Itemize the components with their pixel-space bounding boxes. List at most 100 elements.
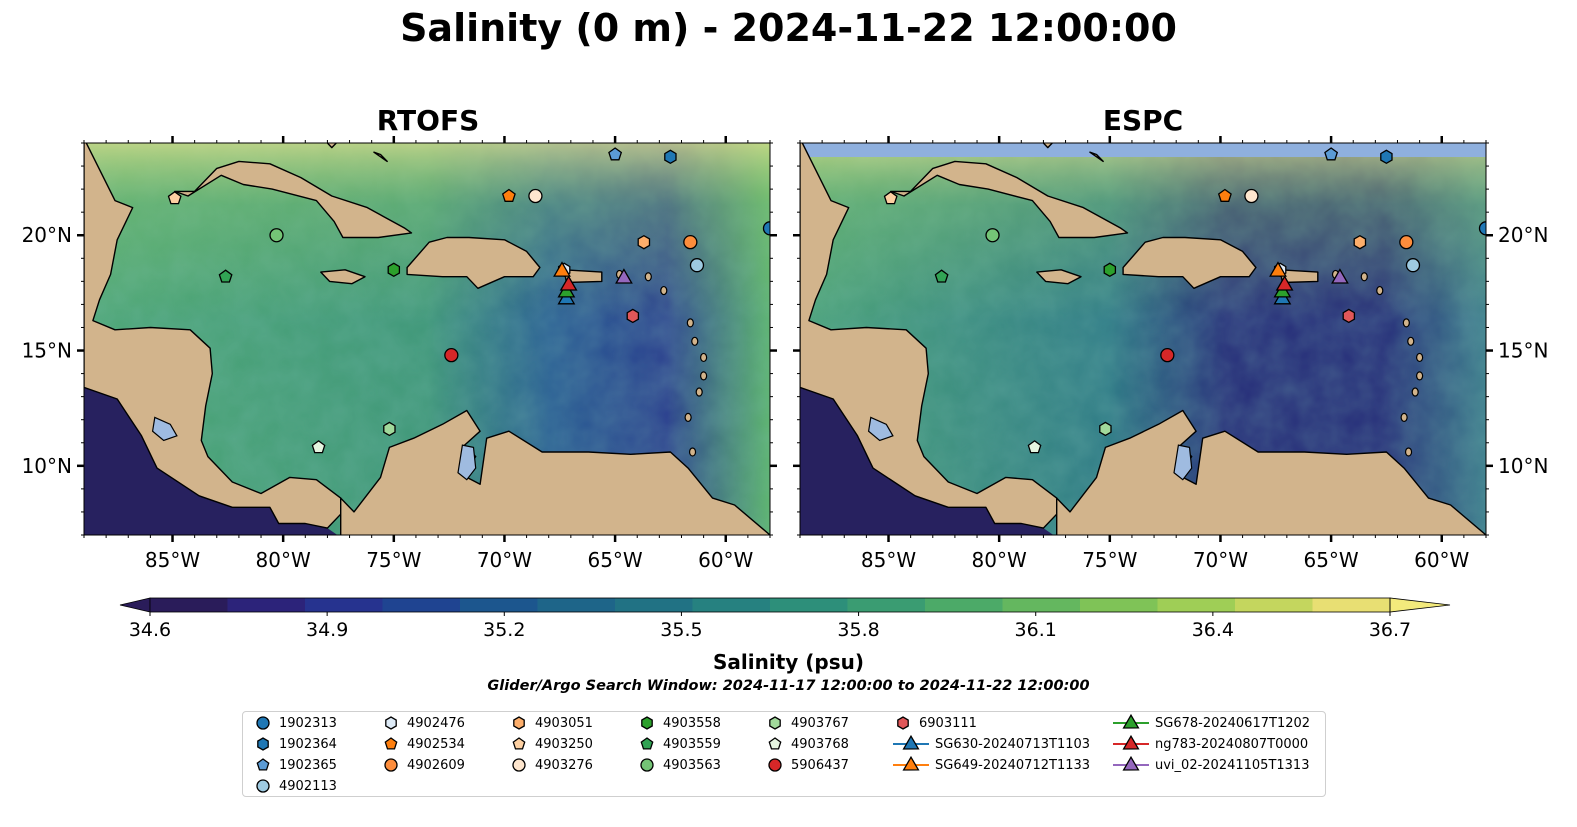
legend-marker-shape	[257, 737, 269, 751]
lat-tick-label: 20°N	[1498, 223, 1548, 247]
obs-marker-4903767	[1099, 421, 1112, 437]
obs-marker-4902113	[689, 258, 705, 273]
obs-marker-4903559	[934, 269, 949, 283]
legend-marker-shape	[512, 737, 526, 750]
legend-marker-icon	[384, 737, 398, 750]
legend-marker-icon	[385, 716, 397, 730]
obs-marker-4903051	[1353, 234, 1367, 250]
legend-label: 4903558	[663, 715, 721, 731]
legend-label: 4902609	[407, 757, 465, 773]
legend-item-4903767: 4903767	[765, 713, 849, 733]
legend-item-4903250: 4903250	[509, 734, 593, 754]
colorbar-tick-label: 35.8	[837, 619, 879, 641]
legend-label: 4903563	[663, 757, 721, 773]
lon-tick-label: 75°W	[1082, 548, 1137, 572]
legend-marker-shape	[256, 779, 270, 793]
legend-label: SG630-20240713T1103	[935, 736, 1091, 752]
island	[660, 285, 668, 296]
colorbar-segment	[150, 598, 229, 612]
legend-marker-icon	[256, 758, 270, 771]
colorbar-segment	[1235, 598, 1314, 612]
obs-marker-SG649-20240712T1133	[553, 261, 571, 277]
obs-marker-4902534	[1217, 188, 1232, 202]
island	[686, 318, 694, 328]
obs-marker-4903276	[528, 188, 543, 204]
legend-item-4902609: 4902609	[381, 755, 465, 775]
landmass	[1279, 269, 1319, 284]
legend-marker-shape	[1122, 713, 1140, 729]
obs-marker-1902313	[1478, 221, 1486, 236]
obs-marker-4903767	[383, 421, 396, 437]
legend-item-ng783-20240807T0000: ng783-20240807T0000	[1113, 734, 1308, 754]
obs-marker-4903276	[1244, 188, 1259, 204]
legend-line-marker-icon	[1113, 713, 1149, 729]
obs-marker-uvi_02-20241105T1313	[615, 268, 633, 284]
legend-item-uvi_02-20241105T1313: uvi_02-20241105T1313	[1113, 755, 1309, 775]
obs-marker-1902365	[1324, 147, 1339, 161]
landmass	[340, 409, 770, 535]
obs-marker-4903768	[1027, 440, 1042, 454]
lon-tick-label: 70°W	[477, 548, 532, 572]
island	[700, 352, 708, 363]
lake	[151, 416, 178, 442]
obs-marker-4903558	[387, 262, 401, 278]
masked-band	[800, 143, 1486, 157]
obs-marker-1902313	[762, 221, 770, 236]
legend-marker-icon	[384, 758, 398, 772]
landmass	[326, 143, 337, 149]
obs-marker-4903563	[269, 228, 284, 243]
legend-label: 4902534	[407, 736, 465, 752]
obs-marker-1902365	[608, 147, 623, 161]
legend-item-4903768: 4903768	[765, 734, 849, 754]
legend-marker-shape	[768, 737, 782, 750]
landmass	[890, 160, 1129, 239]
legend-marker-icon	[768, 737, 782, 750]
legend-label: uvi_02-20241105T1313	[1155, 757, 1310, 773]
legend-label: ng783-20240807T0000	[1155, 736, 1309, 752]
obs-marker-4903768	[311, 440, 326, 454]
legend-marker-icon	[512, 737, 526, 750]
landmass	[1036, 269, 1082, 285]
lon-tick-label: 80°W	[972, 548, 1027, 572]
legend-marker-shape	[902, 755, 920, 771]
lon-tick-label: 70°W	[1193, 548, 1248, 572]
colorbar-segment	[847, 598, 926, 612]
search-window-text: Glider/Argo Search Window: 2024-11-17 12…	[487, 678, 1090, 694]
lake	[867, 416, 894, 442]
legend-label: 4903768	[791, 736, 849, 752]
legend-marker-icon	[641, 716, 653, 730]
landmass	[84, 143, 342, 529]
legend-item-4903563: 4903563	[637, 755, 721, 775]
colorbar-segment	[925, 598, 1004, 612]
obs-marker-1902364	[1380, 149, 1393, 165]
colorbar-extend-high	[1389, 597, 1451, 613]
colorbar: 34.6 34.9 35.2 35.5 35.8 36.1 36.4 36.7	[119, 597, 1451, 641]
landmass	[1122, 236, 1257, 289]
map-panel-rtofs: 85°W 80°W 75°W 70°W 65°W 60°W 10°N 15°N 20°N	[22, 136, 777, 572]
island	[1376, 285, 1384, 296]
legend-marker-shape	[640, 758, 654, 772]
legend-marker-shape	[384, 737, 398, 750]
legend-marker-shape	[640, 737, 654, 750]
legend-item-6903111: 6903111	[893, 713, 977, 733]
legend-label: 4903250	[535, 736, 593, 752]
lon-tick-label: 80°W	[256, 548, 311, 572]
colorbar-segment	[1312, 598, 1391, 612]
landmass	[800, 143, 1058, 529]
colorbar-extend-low	[119, 597, 151, 613]
legend-label: 5906437	[791, 757, 849, 773]
obs-marker-4902609	[683, 235, 698, 250]
pacific-region	[800, 387, 1054, 535]
island	[1404, 447, 1413, 457]
island	[684, 412, 692, 422]
obs-marker-4903558	[1103, 262, 1117, 278]
legend-label: 4903559	[663, 736, 721, 752]
map-figure: 85°W 80°W 75°W 70°W 65°W 60°W10°N15°N20°N85°W…	[22, 136, 1548, 572]
colorbar-segment	[460, 598, 539, 612]
legend-marker-icon	[257, 737, 269, 751]
legend-marker-icon	[513, 716, 525, 730]
obs-marker-5906437	[444, 347, 459, 363]
colorbar-segment	[305, 598, 384, 612]
obs-marker-4902609	[1399, 235, 1414, 250]
lon-tick-label: 65°W	[1303, 548, 1358, 572]
